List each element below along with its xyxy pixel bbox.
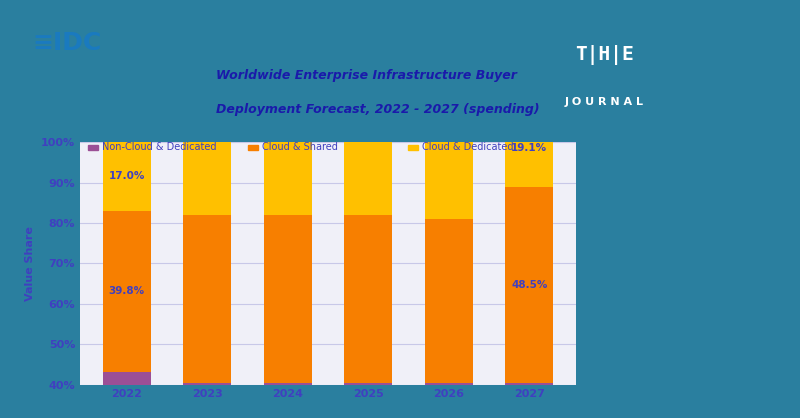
Text: J O U R N A L: J O U R N A L [565,97,643,107]
Text: Cloud & Shared: Cloud & Shared [262,142,338,152]
Text: Deployment Forecast, 2022 - 2027 (spending): Deployment Forecast, 2022 - 2027 (spendi… [216,103,540,116]
Bar [263,142,312,215]
Y-axis label: Value Share: Value Share [26,226,35,301]
Bar [505,383,554,385]
Text: Cloud & Dedicated: Cloud & Dedicated [422,142,513,152]
Bar [102,142,151,211]
Bar [505,187,554,383]
Text: 39.8%: 39.8% [109,286,145,296]
Bar [263,383,312,385]
Text: 19.1%: 19.1% [511,143,547,153]
Text: 17.0%: 17.0% [109,171,145,181]
Text: Non-Cloud & Dedicated: Non-Cloud & Dedicated [102,142,216,152]
Text: 48.5%: 48.5% [511,280,547,290]
Bar [505,110,554,187]
Bar [183,142,231,215]
Bar [263,215,312,383]
Text: ≡IDC: ≡IDC [32,31,102,55]
Text: Worldwide Enterprise Infrastructure Buyer: Worldwide Enterprise Infrastructure Buye… [216,69,517,82]
Bar [183,382,231,385]
Bar [344,383,393,385]
Bar [102,372,151,385]
Text: T|H|E: T|H|E [574,45,634,65]
Bar [425,383,473,385]
Bar [102,211,151,372]
Bar [344,142,393,215]
Bar [425,142,473,219]
Bar [425,219,473,383]
Bar [344,215,393,383]
Bar [183,215,231,382]
